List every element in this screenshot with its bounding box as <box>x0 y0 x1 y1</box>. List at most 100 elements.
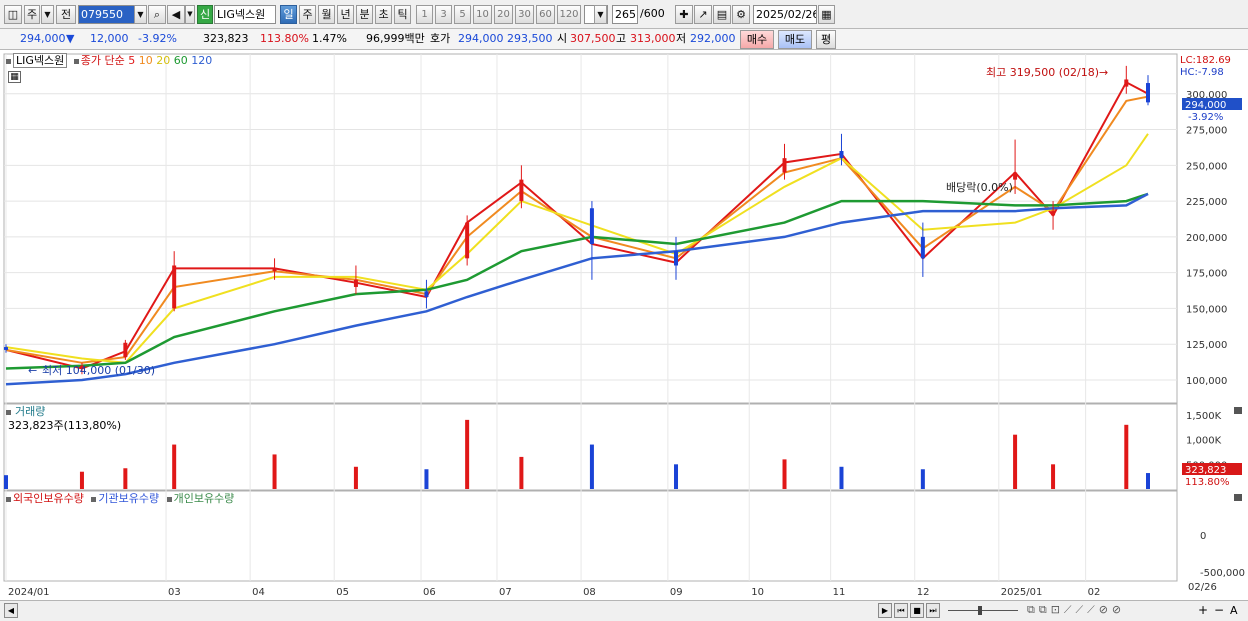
zoom-slider-thumb[interactable] <box>978 606 982 615</box>
prev-button[interactable]: 전 <box>56 5 76 24</box>
legend-stock-name[interactable]: LIG넥스원 <box>13 53 68 68</box>
candle-body <box>4 347 8 350</box>
drawing-tools-icon[interactable]: ⧉⧉⊡⟋⟋⟋⊘⊘ <box>1027 603 1126 616</box>
candle-body <box>79 365 84 369</box>
legend-individual-holdings[interactable]: 개인보유수량 <box>173 492 235 505</box>
volume-bar <box>1051 464 1056 489</box>
period-dropdown-icon[interactable]: ▼ <box>41 5 54 24</box>
candle-body <box>172 265 177 309</box>
time-tick-label: 07 <box>499 587 512 598</box>
lc-label: LC:182.69 <box>1180 55 1231 66</box>
volume-legend: 거래량 <box>6 405 45 418</box>
high-price: 313,000 <box>630 32 676 45</box>
data-count-max: /600 <box>640 7 665 20</box>
period-week-button[interactable]: 주 <box>299 5 316 24</box>
speaker-dropdown-icon[interactable]: ▼ <box>185 5 195 24</box>
candle-body <box>272 268 277 272</box>
price-tick-label: 250,000 <box>1186 161 1227 172</box>
holdings-panel-close-icon[interactable] <box>1234 494 1242 501</box>
legend-marker-icon <box>6 409 11 415</box>
volume-bar <box>839 466 844 489</box>
price-tick-label: 125,000 <box>1186 340 1227 351</box>
zoom-in-button[interactable]: + <box>1198 603 1209 617</box>
code-dropdown-icon[interactable]: ▼ <box>134 5 147 24</box>
save-icon[interactable]: ▤ <box>713 5 731 24</box>
gear-icon[interactable]: ⚙ <box>732 5 750 24</box>
time-tick-label: 04 <box>252 587 265 598</box>
legend-ma10[interactable]: 10 <box>138 54 153 67</box>
draw-tool-icon[interactable]: ↗ <box>694 5 712 24</box>
volume-value: 323,823 <box>203 32 249 45</box>
interval-120-button[interactable]: 120 <box>557 5 581 24</box>
zoom-out-button[interactable]: − <box>1214 603 1225 617</box>
volume-tick-label: 1,000K <box>1186 436 1222 447</box>
legend-volume-label[interactable]: 거래량 <box>15 405 46 418</box>
crosshair-icon[interactable]: ✚ <box>675 5 693 24</box>
zoom-slider[interactable] <box>948 606 1018 615</box>
eval-button[interactable]: 평 <box>816 30 836 49</box>
candle-body <box>1051 211 1056 216</box>
legend-ma-label[interactable]: 종가 단순 <box>80 54 125 67</box>
low-arrow-icon: ← <box>28 364 37 377</box>
candle-body <box>424 291 429 297</box>
chart-menu-icon[interactable]: ◫ <box>4 5 22 24</box>
stock-name-field[interactable]: LIG넥스원 <box>214 5 276 24</box>
scroll-left-icon[interactable]: ◀ <box>4 603 18 618</box>
volume-tag-pct: 113.80% <box>1185 477 1230 488</box>
search-icon[interactable]: ⌕ <box>148 5 166 24</box>
grid-lines <box>4 54 1177 581</box>
price-tick-label: 275,000 <box>1186 126 1227 137</box>
interval-20-button[interactable]: 20 <box>494 5 513 24</box>
interval-10-button[interactable]: 10 <box>473 5 492 24</box>
legend-ma20[interactable]: 20 <box>156 54 171 67</box>
down-arrow-icon: ▼ <box>66 32 75 45</box>
candle-body <box>1124 79 1129 87</box>
period-month-button[interactable]: 월 <box>318 5 335 24</box>
time-tick-label: 02 <box>1088 587 1101 598</box>
scroll-end-icon[interactable]: ⏭ <box>926 603 940 618</box>
volume-bar <box>920 469 925 489</box>
sell-button[interactable]: 매도 <box>778 30 812 49</box>
interval-3-button[interactable]: 3 <box>435 5 452 24</box>
ma-60-line <box>5 192 1149 370</box>
date-input[interactable]: 2025/02/26 <box>753 5 817 24</box>
period-second-button[interactable]: 초 <box>375 5 392 24</box>
interval-dropdown-icon[interactable]: ▼ <box>594 5 607 24</box>
table-view-icon[interactable]: ▦ <box>8 71 21 83</box>
interval-5-button[interactable]: 5 <box>454 5 471 24</box>
interval-1-button[interactable]: 1 <box>416 5 433 24</box>
period-day-button[interactable]: 일 <box>280 5 297 24</box>
data-count-input[interactable]: 265 <box>612 5 638 24</box>
bottom-scrollbar[interactable]: ◀ ▶ ⏮ ■ ⏭ ⧉⧉⊡⟋⟋⟋⊘⊘ + − A <box>0 600 1248 621</box>
period-minute-button[interactable]: 분 <box>356 5 373 24</box>
period-unit-button[interactable]: 주 <box>24 5 40 24</box>
scroll-begin-icon[interactable]: ⏮ <box>894 603 908 618</box>
legend-ma60[interactable]: 60 <box>173 54 188 67</box>
legend-foreign-holdings[interactable]: 외국인보유수량 <box>13 492 84 505</box>
calendar-icon[interactable]: ▦ <box>818 5 835 24</box>
period-year-button[interactable]: 년 <box>337 5 354 24</box>
volume-panel-close-icon[interactable] <box>1234 407 1242 414</box>
auto-scale-button[interactable]: A <box>1230 604 1238 617</box>
stock-chart[interactable]: 300,000 275,000 250,000 225,000 200,000 175,0… <box>0 50 1248 600</box>
legend-ma5[interactable]: 5 <box>128 54 136 67</box>
time-tick-label: 10 <box>751 587 764 598</box>
volume-bar <box>674 464 679 489</box>
interval-30-button[interactable]: 30 <box>515 5 534 24</box>
interval-60-button[interactable]: 60 <box>536 5 555 24</box>
bid-price-2: 293,500 <box>507 32 553 45</box>
stock-code-input[interactable]: 079550 <box>78 5 136 24</box>
legend-institution-holdings[interactable]: 기관보유수량 <box>98 492 160 505</box>
open-price: 307,500 <box>570 32 616 45</box>
scroll-right-icon[interactable]: ▶ <box>878 603 892 618</box>
credit-badge: 신 <box>197 5 213 24</box>
legend-ma120[interactable]: 120 <box>191 54 213 67</box>
candle-body <box>920 236 925 259</box>
volume-bar <box>4 475 8 489</box>
period-tick-button[interactable]: 틱 <box>394 5 411 24</box>
buy-button[interactable]: 매수 <box>740 30 774 49</box>
stop-icon[interactable]: ■ <box>910 603 924 618</box>
volume-bar <box>589 444 594 489</box>
bid-label: 호가 <box>430 32 451 45</box>
speaker-icon[interactable]: ◀ <box>167 5 185 24</box>
